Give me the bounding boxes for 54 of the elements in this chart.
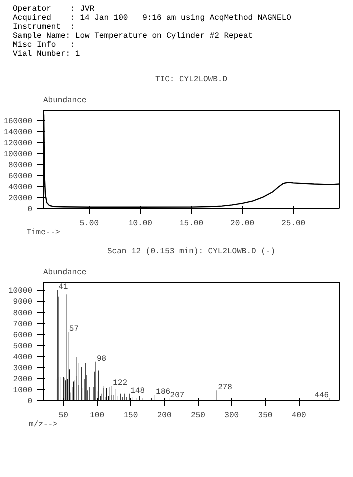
annotation: 207 bbox=[170, 391, 185, 400]
y-tick-label: 60000 bbox=[8, 172, 33, 182]
text: Operator : JVR bbox=[13, 5, 95, 14]
x-axis-title: m/z--> bbox=[29, 420, 58, 430]
x-tick-label: 400 bbox=[292, 412, 307, 420]
x-tick-label: 25.00 bbox=[282, 220, 306, 228]
y-tick-label: 140000 bbox=[4, 128, 33, 138]
annotation: 186 bbox=[156, 388, 171, 397]
annotation: 122 bbox=[113, 379, 128, 388]
y-tick-label: 1000 bbox=[13, 386, 33, 396]
text: Acquired : 14 Jan 100 9:16 am using AcqMethod NAGNELO bbox=[13, 14, 292, 23]
y-tick-label: 80000 bbox=[8, 161, 33, 170]
x-tick-label: 15.00 bbox=[180, 220, 204, 228]
y-tick-label: 7000 bbox=[13, 320, 33, 330]
y-tick-label: 4000 bbox=[13, 353, 33, 362]
x-axis-title: Time--> bbox=[26, 228, 60, 238]
text: Instrument : bbox=[13, 23, 76, 32]
y-tick-label: 9000 bbox=[13, 298, 33, 308]
y-tick-label: 8000 bbox=[13, 309, 33, 318]
annotation: 446 bbox=[314, 391, 330, 400]
y-tick-label: 120000 bbox=[4, 139, 33, 148]
y-tick-label: 160000 bbox=[4, 117, 33, 126]
y-tick-label: 0 bbox=[28, 206, 33, 214]
y-tick-label: 40000 bbox=[8, 183, 33, 192]
y-axis-title: Abundance bbox=[44, 96, 87, 106]
x-tick-label: 250 bbox=[191, 412, 206, 420]
y-tick-label: 6000 bbox=[13, 331, 33, 340]
x-tick-label: 300 bbox=[224, 412, 240, 420]
y-tick-label: 0 bbox=[28, 398, 33, 406]
y-tick-label: 5000 bbox=[13, 342, 33, 352]
y-tick-label: 10000 bbox=[8, 287, 33, 296]
x-tick-label: 350 bbox=[258, 412, 273, 420]
x-tick-label: 50 bbox=[58, 412, 69, 420]
y-tick-label: 20000 bbox=[8, 194, 33, 204]
x-tick-label: 20.00 bbox=[230, 220, 255, 228]
text: Misc Info : bbox=[13, 41, 76, 50]
annotation: 41 bbox=[58, 283, 68, 292]
x-tick-label: 200 bbox=[157, 412, 172, 420]
annotation: 148 bbox=[130, 386, 146, 396]
x-tick-label: 100 bbox=[90, 412, 105, 420]
annotation: 57 bbox=[69, 325, 80, 334]
text: Vial Number: 1 bbox=[13, 50, 80, 59]
annotation: 278 bbox=[218, 384, 233, 393]
chart-title: Scan 12 (0.153 min): CYL2LOWB.D (-) bbox=[107, 248, 276, 256]
y-tick-label: 100000 bbox=[4, 150, 33, 160]
chart-title: TIC: CYL2LOWB.D bbox=[155, 76, 228, 84]
annotation: 98 bbox=[96, 354, 107, 364]
x-tick-label: 150 bbox=[124, 412, 138, 420]
y-axis-title: Abundance bbox=[44, 268, 87, 278]
x-tick-label: 10.00 bbox=[128, 220, 153, 228]
y-tick-label: 3000 bbox=[13, 364, 33, 374]
x-tick-label: 5.00 bbox=[80, 220, 100, 228]
text: Sample Name: Low Temperature on Cylinder #2 Repeat bbox=[13, 32, 254, 41]
y-tick-label: 2000 bbox=[13, 375, 33, 384]
